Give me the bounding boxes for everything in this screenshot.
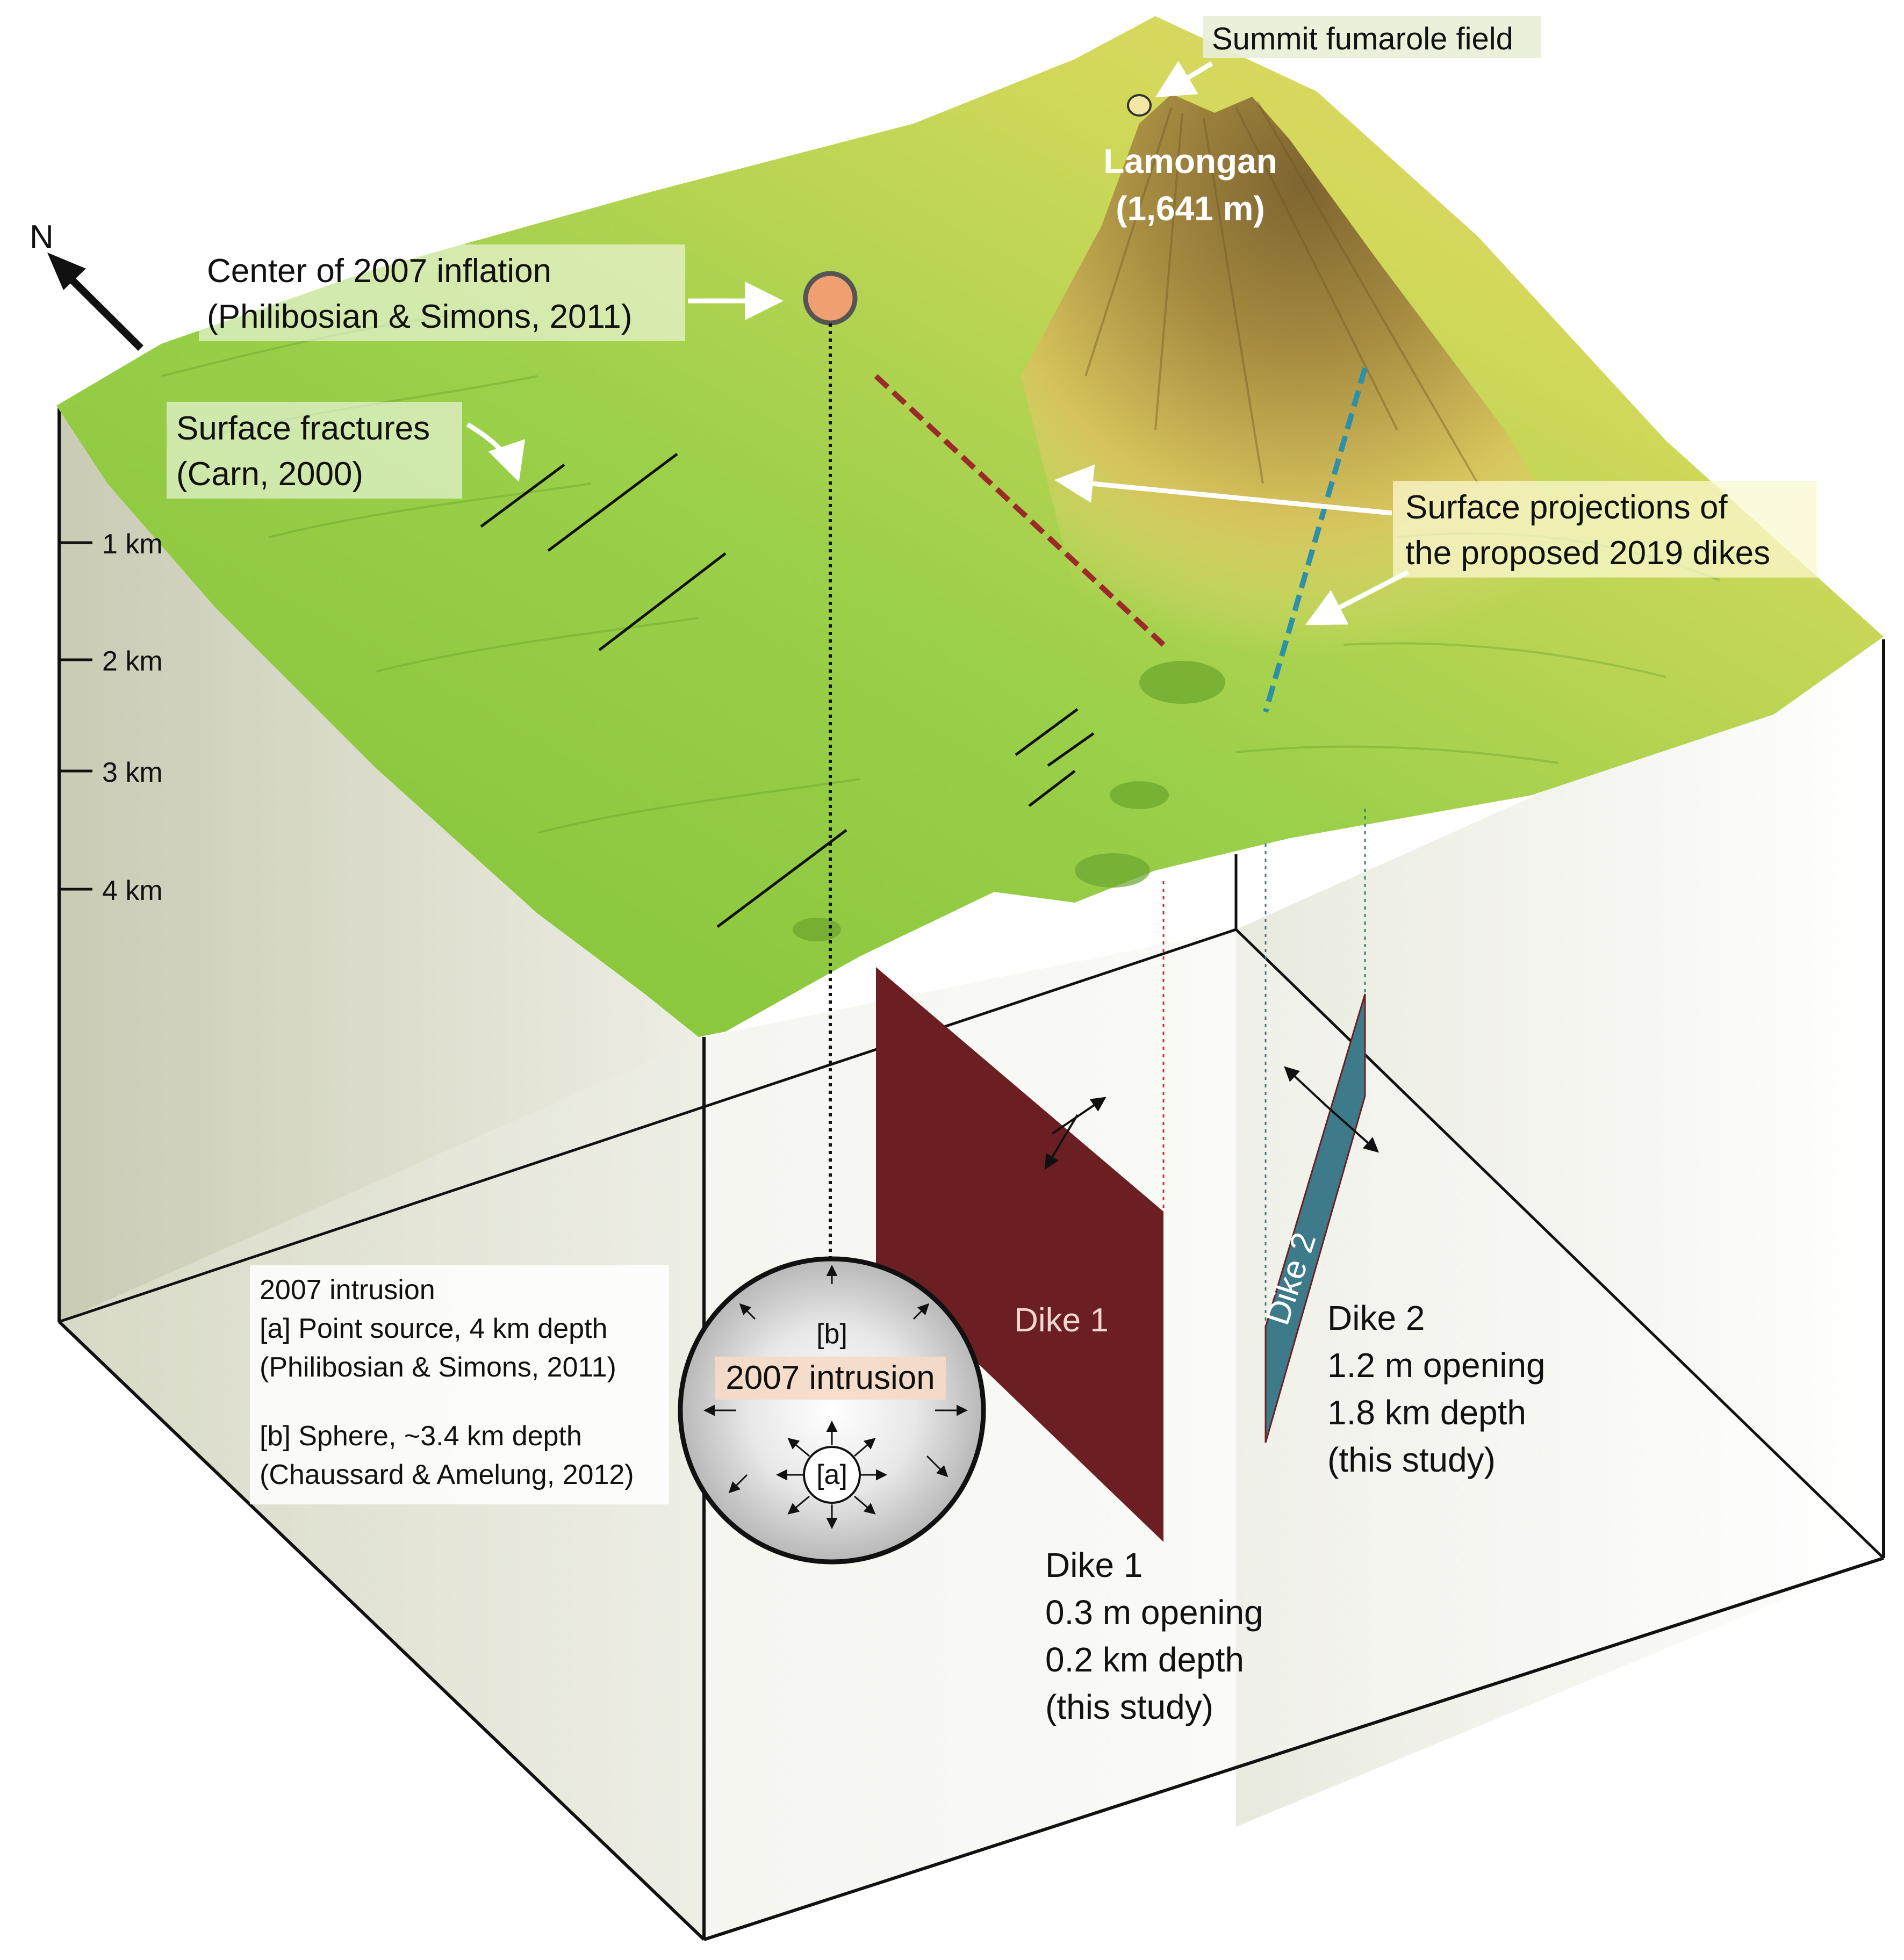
- projections-label-line1: Surface projections of: [1405, 489, 1728, 526]
- block-edges: [58, 408, 1885, 1941]
- depth-tick-1: 1 km: [102, 529, 163, 560]
- volcano-elevation: (1,641 m): [1116, 189, 1264, 228]
- dike1-panel: [876, 967, 1163, 1542]
- dike1-panel-label: Dike 1: [1014, 1302, 1109, 1339]
- projections-label-line2: the proposed 2019 dikes: [1405, 535, 1770, 572]
- annotation-arrows: [466, 61, 1410, 625]
- fractures-label-line2: (Carn, 2000): [176, 456, 363, 493]
- inflation-label-line2: (Philibosian & Simons, 2011): [207, 298, 632, 335]
- legend-bg: [250, 1265, 669, 1504]
- depth-scale: 1 km 2 km 3 km 4 km: [60, 529, 163, 906]
- legend-line2: [a] Point source, 4 km depth: [260, 1313, 607, 1344]
- fractures-label-bg: [167, 402, 462, 499]
- north-arrow[interactable]: N: [30, 219, 143, 351]
- dike1-surface-projection: [874, 374, 1166, 647]
- dike2-name: Dike 2: [1327, 1299, 1425, 1337]
- fumarole-label: Summit fumarole field: [1212, 21, 1513, 56]
- depth-tick-2: 2 km: [102, 646, 163, 677]
- projections-label-bg: [1393, 481, 1817, 578]
- dike1-depth: 0.2 km depth: [1045, 1640, 1244, 1679]
- summit-fumarole-marker: [1127, 94, 1152, 117]
- legend-line3: (Philibosian & Simons, 2011): [260, 1352, 616, 1383]
- inflation-center-marker: [803, 271, 858, 326]
- fumarole-label-bg: [1203, 16, 1541, 58]
- dike1-opening-arrow: [1044, 1097, 1107, 1170]
- dike1-source: (this study): [1045, 1688, 1213, 1726]
- legend-line5: (Chaussard & Amelung, 2012): [260, 1459, 634, 1490]
- dike2-source: (this study): [1327, 1440, 1496, 1479]
- inflation-label-bg: [199, 244, 685, 341]
- depth-tick-4: 4 km: [102, 875, 163, 906]
- dike2-surface-projection: [1263, 367, 1368, 713]
- craters: [793, 661, 1225, 941]
- dike2-panel: [1264, 993, 1366, 1443]
- legend-line4: [b] Sphere, ~3.4 km depth: [260, 1421, 582, 1452]
- dike2-depth: 1.8 km depth: [1327, 1393, 1526, 1432]
- sphere-b-label: [b]: [816, 1318, 847, 1350]
- sphere-a-label: [a]: [816, 1459, 847, 1490]
- north-label: N: [30, 219, 54, 256]
- dike1-name: Dike 1: [1045, 1546, 1143, 1584]
- inflation-label-line1: Center of 2007 inflation: [207, 253, 551, 290]
- surface-fractures: [480, 453, 1095, 928]
- fractures-label-line1: Surface fractures: [176, 410, 430, 447]
- intrusion-legend: 2007 intrusion [a] Point source, 4 km de…: [260, 1274, 634, 1490]
- dike1-opening: 0.3 m opening: [1045, 1593, 1263, 1632]
- dike1-description: Dike 1 0.3 m opening 0.2 km depth (this …: [1045, 1546, 1263, 1726]
- dike2-description: Dike 2 1.2 m opening 1.8 km depth (this …: [1327, 1299, 1546, 1479]
- volcano-name: Lamongan: [1103, 142, 1277, 181]
- legend-line1: 2007 intrusion: [260, 1274, 435, 1306]
- dike2-opening: 1.2 m opening: [1327, 1346, 1546, 1385]
- sphere-title: 2007 intrusion: [725, 1359, 935, 1396]
- volcano-ridges: [1084, 101, 1479, 485]
- dike2-opening-arrow: [1284, 1066, 1379, 1153]
- intrusion-sphere: [b] 2007 intrusion [a]: [678, 1256, 986, 1565]
- depth-tick-3: 3 km: [102, 757, 163, 788]
